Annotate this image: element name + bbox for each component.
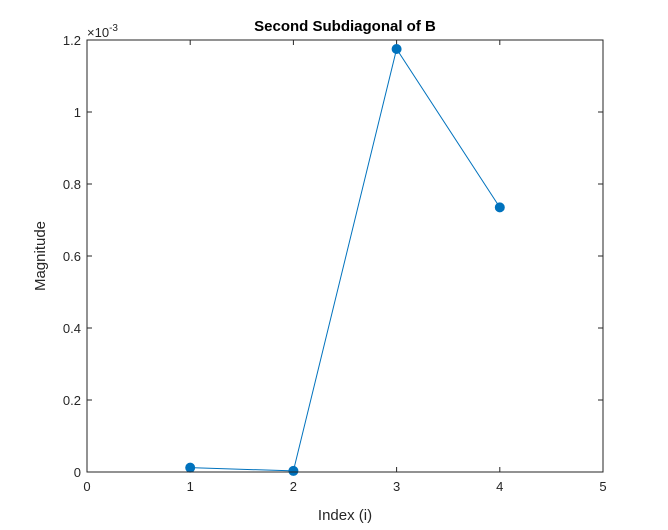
plot-area: [87, 40, 603, 472]
data-point: [288, 465, 299, 476]
y-tick-label: 0.4: [63, 321, 81, 336]
x-tick-label: 3: [393, 479, 400, 494]
data-point: [494, 202, 505, 213]
y-axis-label: Magnitude: [32, 221, 49, 291]
x-tick-label: 4: [496, 479, 503, 494]
y-tick-label: 0.2: [63, 393, 81, 408]
y-axis-exponent: ×10-3: [87, 23, 118, 40]
exponent-power: -3: [109, 23, 118, 34]
series-line: [190, 47, 501, 472]
x-tick-label: 2: [290, 479, 297, 494]
data-point: [391, 44, 402, 54]
axes-box: [86, 39, 604, 473]
y-tick-label: 0.6: [63, 249, 81, 264]
data-point: [185, 462, 196, 473]
y-axis-ticks: 0 0.2 0.4 0.6 0.8 1 1.2: [63, 33, 603, 480]
x-tick-label: 1: [187, 479, 194, 494]
x-tick-label: 5: [599, 479, 606, 494]
y-tick-label: 0: [74, 465, 81, 480]
x-axis-label: Index (i): [318, 507, 372, 524]
chart-title: Second Subdiagonal of B: [254, 18, 436, 35]
exponent-base: ×10: [87, 25, 109, 40]
y-tick-label: 1: [74, 105, 81, 120]
x-tick-label: 0: [83, 479, 90, 494]
y-tick-label: 1.2: [63, 33, 81, 48]
y-tick-label: 0.8: [63, 177, 81, 192]
